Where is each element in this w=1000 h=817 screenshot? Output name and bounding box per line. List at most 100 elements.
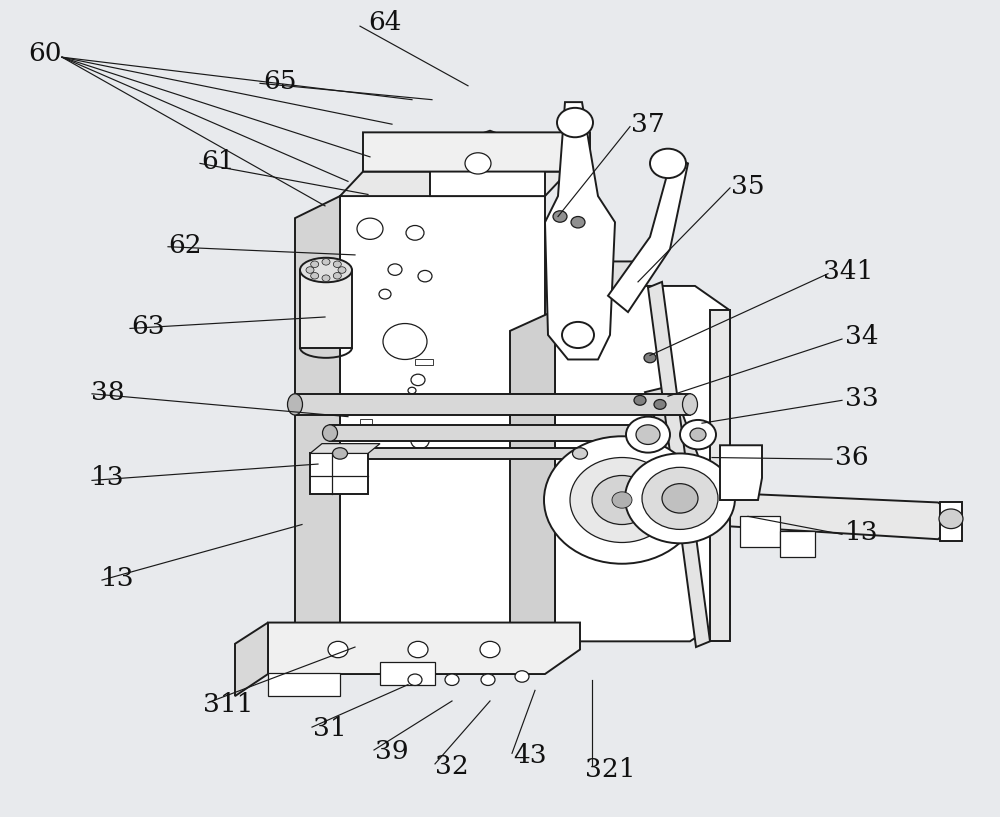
Circle shape: [338, 266, 346, 274]
Text: 341: 341: [823, 259, 873, 283]
Text: 31: 31: [313, 717, 347, 741]
Bar: [310, 453, 368, 494]
Polygon shape: [555, 261, 644, 310]
Text: 63: 63: [131, 315, 165, 339]
Text: 43: 43: [513, 743, 547, 768]
Circle shape: [311, 273, 319, 279]
Circle shape: [384, 400, 400, 413]
Text: 39: 39: [375, 739, 409, 764]
Circle shape: [570, 458, 674, 542]
Bar: [340, 448, 580, 459]
Polygon shape: [235, 623, 268, 696]
Ellipse shape: [322, 425, 338, 441]
Circle shape: [690, 428, 706, 441]
Bar: [300, 270, 352, 348]
Polygon shape: [700, 492, 950, 539]
Circle shape: [465, 153, 491, 174]
Circle shape: [383, 324, 427, 359]
Circle shape: [418, 270, 432, 282]
Circle shape: [445, 674, 459, 685]
Bar: [380, 662, 435, 685]
Text: 35: 35: [731, 174, 765, 199]
Circle shape: [592, 475, 652, 525]
Circle shape: [626, 417, 670, 453]
Circle shape: [311, 261, 319, 267]
Circle shape: [411, 374, 425, 386]
Circle shape: [322, 259, 330, 266]
Circle shape: [612, 492, 632, 508]
Ellipse shape: [572, 448, 588, 459]
Circle shape: [636, 425, 660, 444]
Text: 13: 13: [845, 520, 879, 545]
Text: 13: 13: [101, 566, 135, 591]
Polygon shape: [645, 386, 720, 521]
Circle shape: [408, 674, 422, 685]
Bar: [362, 403, 392, 413]
Text: 65: 65: [263, 69, 297, 94]
Polygon shape: [295, 641, 545, 663]
Circle shape: [481, 674, 495, 685]
Circle shape: [650, 149, 686, 178]
Polygon shape: [340, 172, 568, 196]
Polygon shape: [510, 310, 555, 663]
Text: 38: 38: [91, 380, 125, 404]
Circle shape: [406, 225, 424, 240]
Bar: [415, 359, 433, 365]
Circle shape: [408, 387, 416, 394]
Text: 37: 37: [631, 112, 665, 136]
Circle shape: [333, 273, 341, 279]
Bar: [330, 425, 660, 441]
Circle shape: [306, 266, 314, 274]
Circle shape: [544, 436, 700, 564]
Circle shape: [939, 509, 963, 529]
Bar: [360, 419, 372, 440]
Text: 34: 34: [845, 324, 879, 349]
Bar: [780, 531, 815, 557]
Circle shape: [562, 322, 594, 348]
Polygon shape: [555, 286, 730, 641]
Ellipse shape: [300, 258, 352, 283]
Circle shape: [379, 289, 391, 299]
Circle shape: [557, 108, 593, 137]
Text: 61: 61: [201, 150, 235, 174]
Bar: [268, 673, 340, 696]
Polygon shape: [340, 196, 545, 641]
Polygon shape: [608, 157, 688, 312]
Circle shape: [571, 217, 585, 228]
Text: 62: 62: [168, 233, 202, 257]
Circle shape: [322, 275, 330, 281]
Circle shape: [644, 353, 656, 363]
Circle shape: [642, 467, 718, 529]
Ellipse shape: [288, 394, 302, 415]
Text: 60: 60: [28, 41, 62, 65]
Text: 311: 311: [203, 692, 253, 717]
Polygon shape: [430, 131, 545, 196]
Text: 36: 36: [835, 445, 869, 470]
Circle shape: [515, 671, 529, 682]
Circle shape: [480, 641, 500, 658]
Circle shape: [662, 484, 698, 513]
Circle shape: [328, 641, 348, 658]
Polygon shape: [363, 132, 590, 172]
Circle shape: [680, 420, 716, 449]
Polygon shape: [545, 102, 615, 359]
Circle shape: [625, 453, 735, 543]
Bar: [295, 394, 690, 415]
Circle shape: [357, 218, 383, 239]
Polygon shape: [295, 196, 340, 663]
Polygon shape: [648, 282, 710, 647]
Text: 33: 33: [845, 386, 879, 411]
Circle shape: [634, 395, 646, 405]
Text: 321: 321: [585, 757, 635, 782]
Circle shape: [408, 641, 428, 658]
Text: 64: 64: [368, 11, 402, 35]
Text: 32: 32: [435, 754, 469, 779]
Ellipse shape: [652, 425, 668, 441]
Polygon shape: [720, 445, 762, 500]
Bar: [740, 516, 780, 547]
Ellipse shape: [332, 448, 348, 459]
Polygon shape: [710, 310, 730, 641]
Polygon shape: [310, 444, 380, 453]
Circle shape: [333, 261, 341, 267]
Circle shape: [553, 211, 567, 222]
